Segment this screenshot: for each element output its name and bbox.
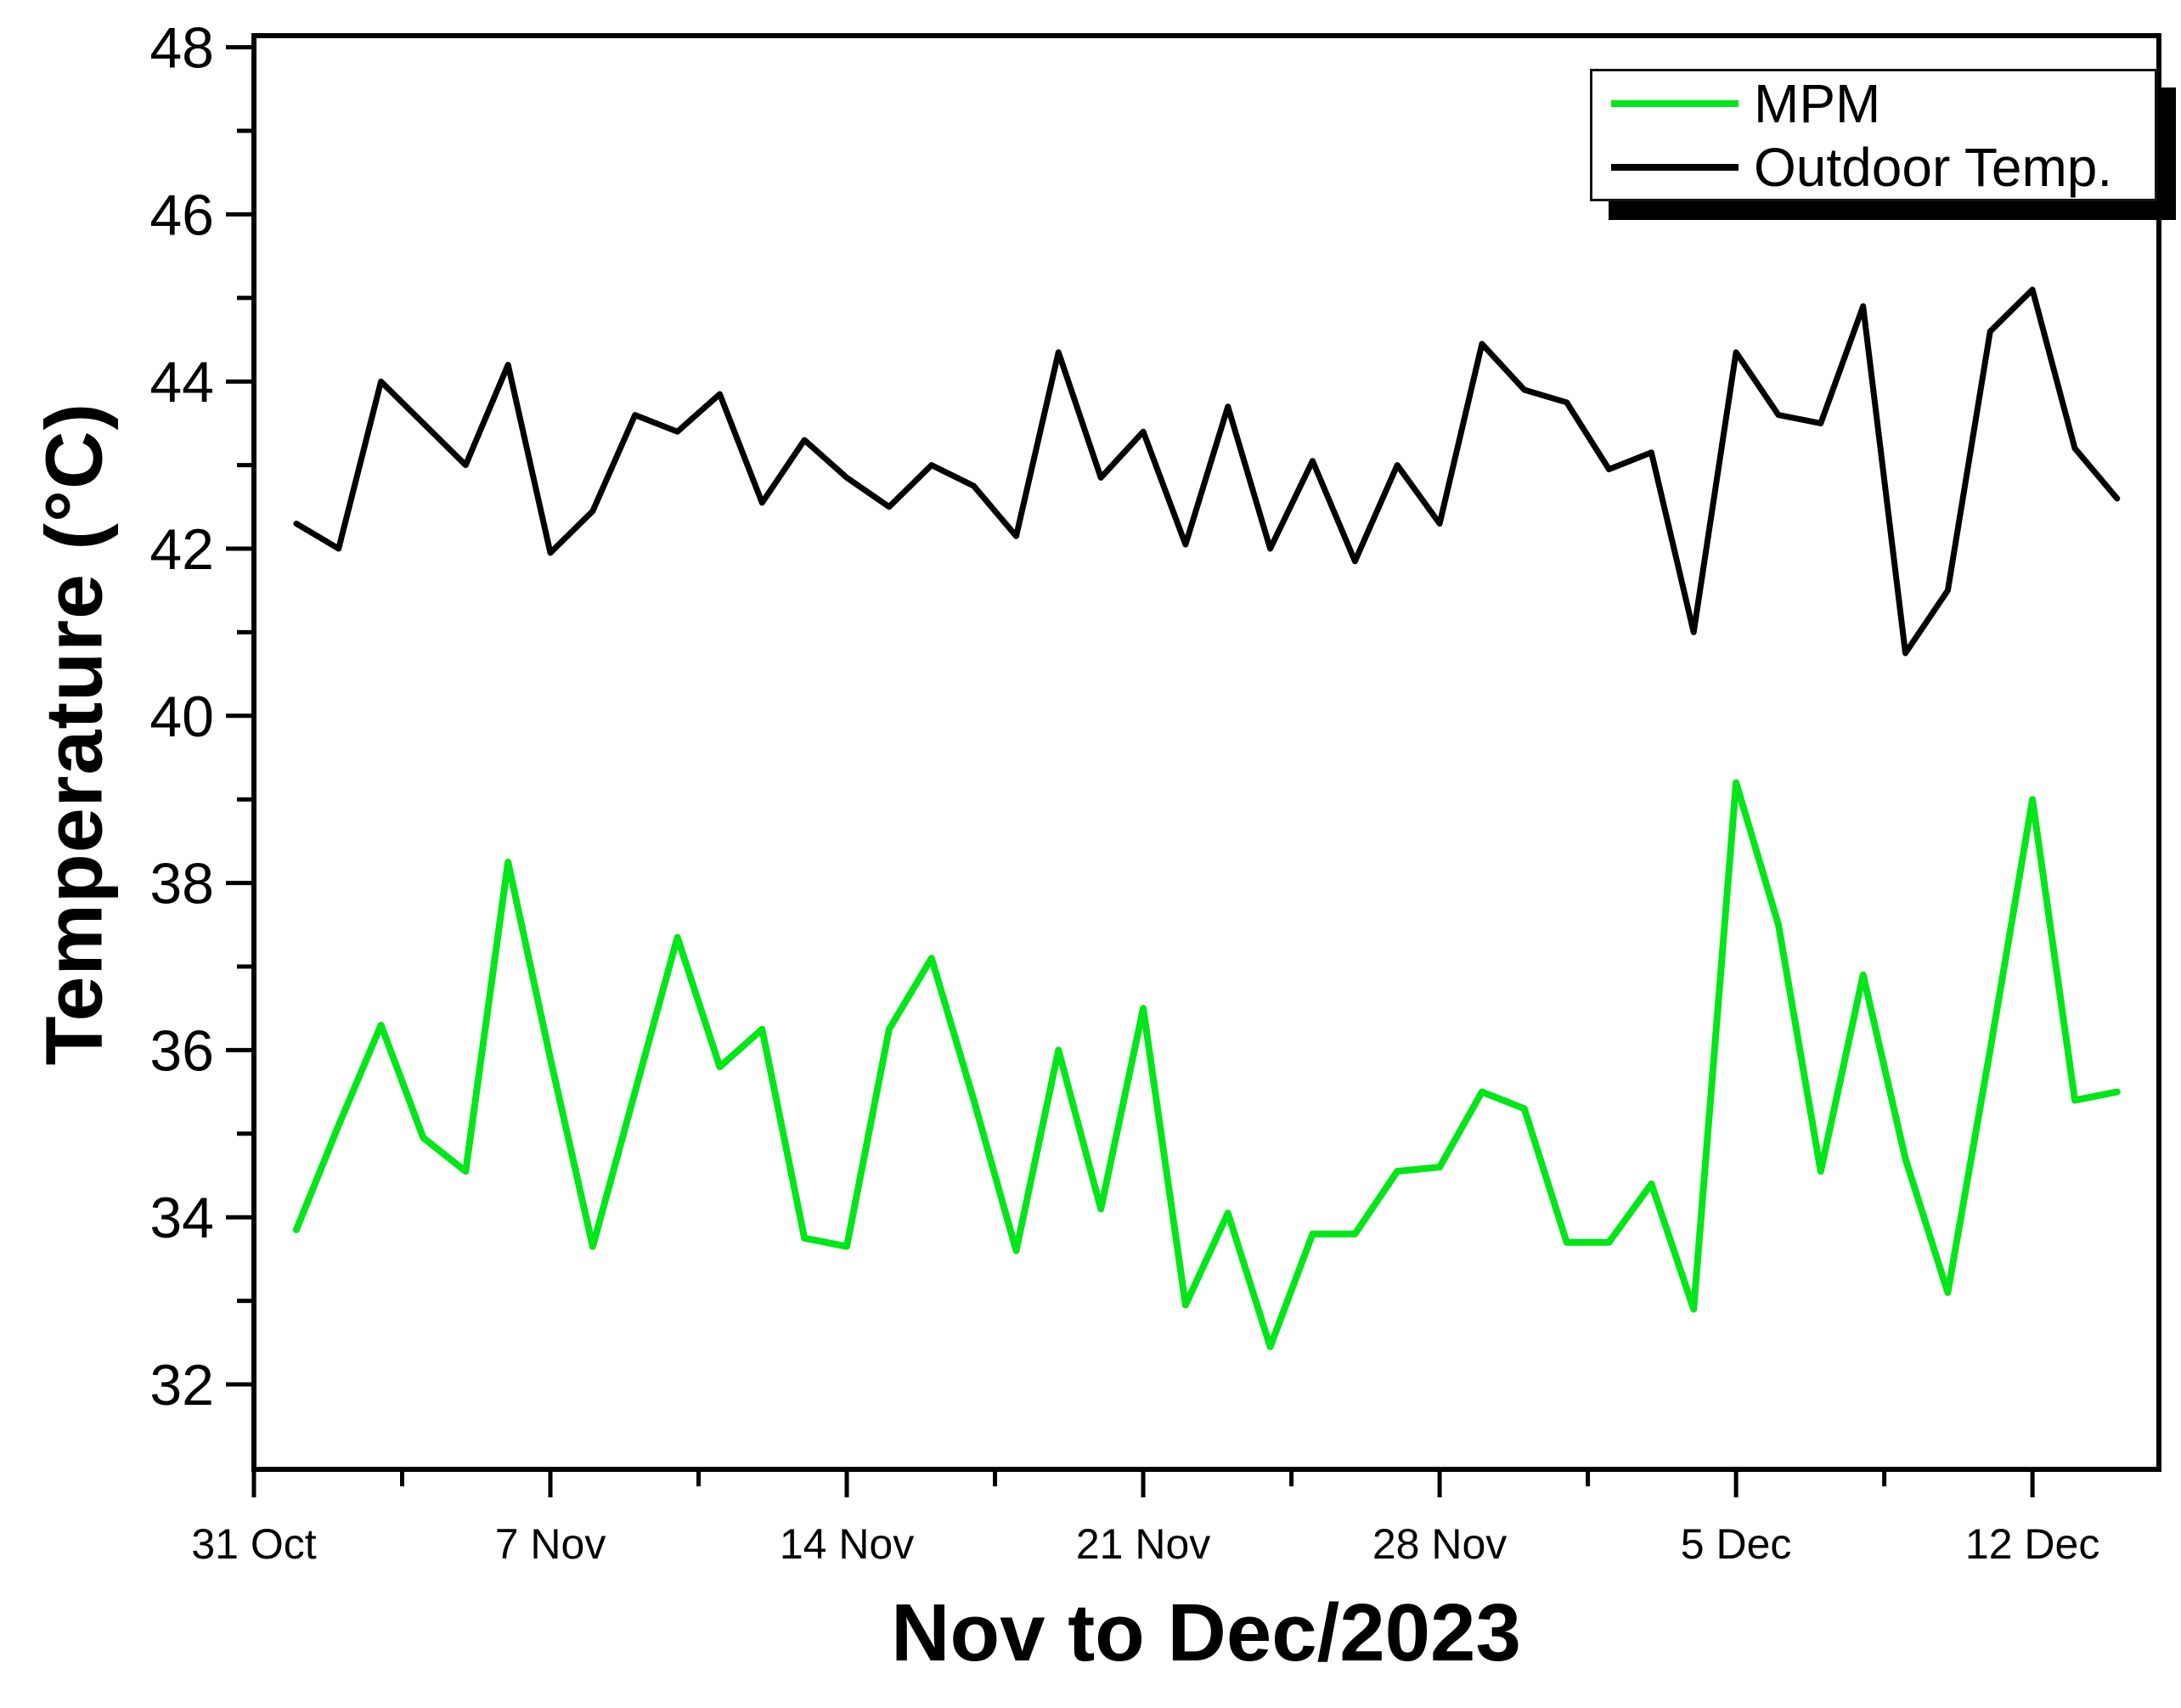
legend: MPM Outdoor Temp.: [1590, 69, 2157, 201]
axis-ticks: [226, 45, 2035, 1497]
data-series: [292, 286, 2121, 1350]
mpm-line: [292, 779, 2121, 1350]
y-tick-label: 34: [149, 1186, 214, 1250]
x-tick-label: 21 Nov: [1076, 1520, 1210, 1568]
plot-box: [251, 33, 2161, 1472]
legend-label-mpm: MPM: [1754, 72, 1881, 134]
outdoor-temp-line: [293, 286, 2121, 657]
legend-item-mpm: MPM: [1592, 71, 2155, 135]
x-tick-label: 12 Dec: [1965, 1520, 2099, 1568]
x-tick-label: 14 Nov: [780, 1520, 914, 1568]
y-tick-label: 40: [149, 685, 214, 749]
x-tick-label: 28 Nov: [1372, 1520, 1507, 1568]
y-tick-label: 44: [149, 350, 214, 414]
mpm-line-swatch: [1611, 99, 1739, 107]
y-tick-label: 42: [149, 517, 214, 582]
x-tick-label: 31 Oct: [191, 1520, 316, 1568]
legend-item-outdoor-temp: Outdoor Temp.: [1592, 135, 2155, 199]
y-tick-label: 36: [149, 1018, 214, 1083]
y-axis-title: Temperature (°C): [29, 402, 120, 1066]
y-tick-label: 32: [149, 1353, 214, 1418]
y-tick-label: 46: [149, 183, 214, 247]
axis-tick-labels: 32 34 36 38 40 42 44 46 48 31 Oct 7 Nov 14 Nov 21 No…: [149, 16, 2099, 1568]
y-tick-label: 38: [149, 852, 214, 916]
x-tick-label: 7 Nov: [495, 1520, 606, 1568]
outdoor-temp-line-swatch: [1611, 163, 1739, 171]
x-axis-title: Nov to Dec/2023: [891, 1587, 1521, 1678]
legend-label-outdoor-temp: Outdoor Temp.: [1754, 136, 2113, 198]
y-tick-label: 48: [149, 16, 214, 81]
x-tick-label: 5 Dec: [1681, 1520, 1792, 1568]
